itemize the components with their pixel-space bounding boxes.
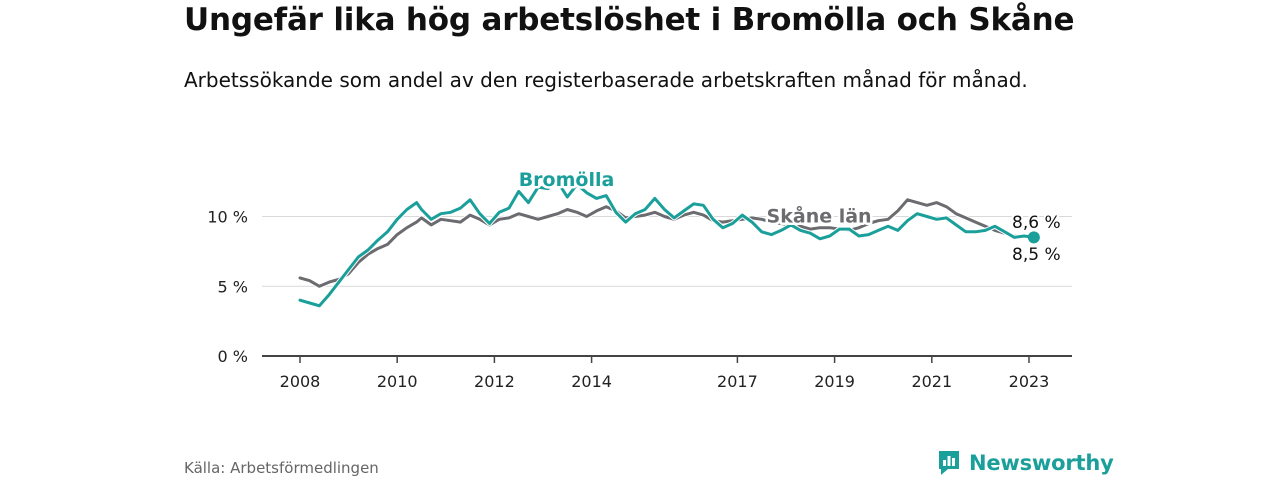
series-halo-brom-lla — [297, 179, 1037, 309]
series-label-skane: Skåne län — [767, 204, 872, 228]
y-tick-label: 0 % — [218, 347, 248, 366]
grid-layer: 0 % 5 % 10 % 2008 2010 2012 2014 2017 2019 2021 20… — [207, 208, 1072, 391]
bar-chart-icon — [939, 451, 959, 475]
x-tick-label: 2008 — [280, 372, 321, 391]
brand-name: Newsworthy — [969, 451, 1114, 475]
y-tick-label: 5 % — [218, 277, 248, 296]
end-value-label: 8,6 % — [1012, 213, 1061, 233]
series-label-bromolla: Bromölla — [519, 169, 615, 191]
label-layer: Skåne län Bromölla 8,6 % 8,5 % — [516, 167, 1062, 267]
line-chart: 0 % 5 % 10 % 2008 2010 2012 2014 2017 2019 2021 20… — [207, 167, 1072, 391]
source-note: Källa: Arbetsförmedlingen — [184, 459, 379, 477]
x-tick-label: 2014 — [571, 372, 612, 391]
x-tick-label: 2021 — [911, 372, 952, 391]
x-tick-label: 2019 — [814, 372, 855, 391]
series-line-brom-lla — [298, 180, 1036, 308]
x-tick-label: 2012 — [474, 372, 515, 391]
x-tick-label: 2017 — [717, 372, 758, 391]
chart-title: Ungefär lika hög arbetslöshet i Bromölla… — [184, 2, 1075, 38]
chart-subtitle: Arbetssökande som andel av den registerb… — [184, 68, 1028, 92]
series-end-marker — [1027, 231, 1040, 244]
y-tick-label: 10 % — [207, 208, 248, 227]
brand-logo[interactable]: Newsworthy — [937, 449, 1114, 477]
x-tick-label: 2010 — [377, 372, 418, 391]
x-tick-label: 2023 — [1009, 372, 1050, 391]
series-layer — [297, 179, 1040, 309]
series-line-sk-ne-l-n — [298, 198, 1036, 288]
end-value-label: 8,5 % — [1012, 245, 1061, 265]
